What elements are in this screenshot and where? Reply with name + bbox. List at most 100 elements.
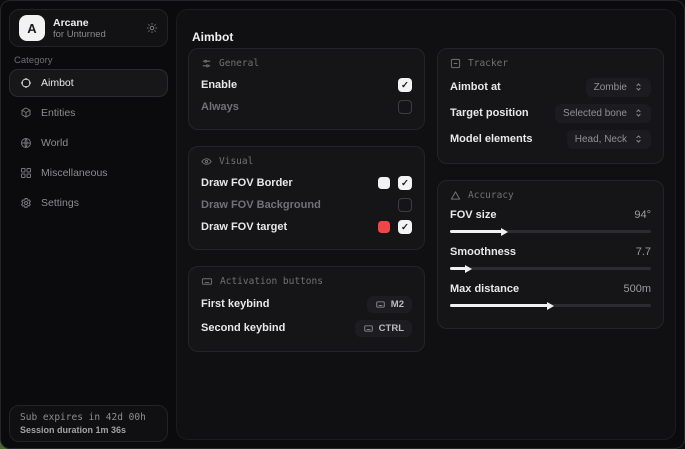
sidebar-item-label: Settings [41, 197, 79, 209]
card-title: Activation buttons [220, 276, 323, 287]
general-card-header: General [201, 58, 412, 69]
fov-border-checkbox[interactable]: ✓ [398, 176, 412, 190]
slider-fill [450, 230, 503, 233]
subscription-info: Sub expires in 42d 00h Session duration … [9, 405, 168, 442]
sidebar-item-miscellaneous[interactable]: Miscellaneous [9, 159, 168, 187]
max-distance-slider[interactable] [450, 304, 651, 307]
app-subtitle: for Unturned [53, 28, 106, 40]
chevron-up-down-icon [634, 108, 643, 118]
second-keybind-button[interactable]: CTRL [354, 319, 412, 337]
setting-row-max-distance: Max distance 500m [450, 280, 651, 307]
slider-fill [450, 304, 549, 307]
globe-icon [20, 137, 32, 149]
setting-label: Second keybind [201, 322, 286, 334]
keybind-value: M2 [390, 298, 404, 310]
color-swatch-white[interactable] [378, 177, 390, 189]
fov-target-checkbox[interactable]: ✓ [398, 220, 412, 234]
grid-icon [20, 167, 32, 179]
setting-row-fov-target: Draw FOV target ✓ [201, 216, 412, 238]
setting-label: Smoothness [450, 246, 517, 258]
accuracy-card: Accuracy FOV size 94° Smoothness [437, 180, 664, 329]
setting-row-fov-border: Draw FOV Border ✓ [201, 172, 412, 194]
chevron-up-down-icon [634, 134, 643, 144]
triangle-icon [450, 190, 461, 201]
activation-card: Activation buttons First keybind M2 [188, 266, 425, 352]
setting-label: Max distance [450, 283, 520, 295]
first-keybind-button[interactable]: M2 [366, 295, 412, 313]
session-duration-text: Session duration 1m 36s [20, 425, 127, 435]
enable-checkbox[interactable]: ✓ [398, 78, 412, 92]
sidebar-item-label: Miscellaneous [41, 167, 108, 179]
setting-label: Draw FOV Background [201, 199, 321, 211]
sidebar-item-aimbot[interactable]: Aimbot [9, 69, 168, 97]
sidebar-item-label: World [41, 137, 69, 149]
fov-background-checkbox[interactable] [398, 198, 412, 212]
sidebar-item-entities[interactable]: Entities [9, 99, 168, 127]
setting-label: First keybind [201, 298, 270, 310]
setting-row-fov-background: Draw FOV Background [201, 194, 412, 216]
accuracy-card-header: Accuracy [450, 190, 651, 201]
keybind-value: CTRL [378, 322, 404, 334]
setting-label: Draw FOV target [201, 221, 288, 233]
aimbot-at-dropdown[interactable]: Zombie [585, 77, 651, 97]
sidebar: A Arcane for Unturned Category A [1, 1, 176, 448]
color-swatch-red[interactable] [378, 221, 390, 233]
target-position-dropdown[interactable]: Selected bone [555, 103, 651, 123]
setting-label: Enable [201, 79, 238, 91]
setting-row-second-keybind: Second keybind CTRL [201, 316, 412, 340]
slider-fill [450, 267, 467, 270]
always-checkbox[interactable] [398, 100, 412, 114]
card-title: Visual [219, 156, 254, 167]
setting-row-smoothness: Smoothness 7.7 [450, 243, 651, 270]
sidebar-item-settings[interactable]: Settings [9, 189, 168, 217]
controls: ✓ [378, 220, 412, 234]
visual-card: Visual Draw FOV Border ✓ Draw FOV Backgr… [188, 146, 425, 250]
left-column: General Enable ✓ Always [188, 48, 425, 352]
setting-label: Model elements [450, 133, 533, 145]
slider-value: 7.7 [635, 246, 651, 258]
entities-icon [20, 107, 32, 119]
app-logo: A [19, 15, 45, 41]
model-elements-dropdown[interactable]: Head, Neck [566, 129, 651, 149]
app-title: Arcane [53, 16, 89, 29]
card-title: General [219, 58, 260, 69]
sliders-icon [201, 58, 212, 69]
sidebar-item-label: Aimbot [41, 77, 74, 89]
keyboard-icon [201, 276, 213, 287]
app-title-block: Arcane for Unturned [53, 17, 106, 40]
crosshair-icon [20, 77, 32, 89]
app-header: A Arcane for Unturned [9, 9, 168, 47]
right-column: Tracker Aimbot at Zombie [437, 48, 664, 329]
dropdown-value: Zombie [593, 81, 627, 93]
chevron-up-down-icon [634, 82, 643, 92]
fov-size-slider[interactable] [450, 230, 651, 233]
controls [398, 198, 412, 212]
activation-card-header: Activation buttons [201, 276, 412, 287]
page-title: Aimbot [192, 30, 234, 44]
eye-icon [201, 156, 212, 167]
gear-icon[interactable] [146, 22, 158, 34]
setting-row-fov-size: FOV size 94° [450, 206, 651, 233]
dropdown-value: Head, Neck [574, 133, 627, 145]
keyboard-icon [375, 300, 386, 309]
card-title: Tracker [468, 58, 509, 69]
slider-value: 94° [634, 209, 651, 221]
sidebar-menu: Aimbot Entities World [9, 69, 168, 217]
setting-row-first-keybind: First keybind M2 [201, 292, 412, 316]
smoothness-slider[interactable] [450, 267, 651, 270]
sidebar-item-world[interactable]: World [9, 129, 168, 157]
setting-label: Draw FOV Border [201, 177, 293, 189]
category-label: Category [14, 55, 53, 66]
dropdown-value: Selected bone [563, 107, 627, 119]
setting-row-always: Always [201, 96, 412, 118]
setting-row-model-elements: Model elements Head, Neck [450, 126, 651, 152]
controls: ✓ [378, 176, 412, 190]
setting-label: Target position [450, 107, 529, 119]
square-minus-icon [450, 58, 461, 69]
setting-label: Always [201, 101, 239, 113]
setting-row-target-position: Target position Selected bone [450, 100, 651, 126]
setting-row-aimbot-at: Aimbot at Zombie [450, 74, 651, 100]
gear-icon [20, 197, 32, 209]
setting-label: FOV size [450, 209, 497, 221]
